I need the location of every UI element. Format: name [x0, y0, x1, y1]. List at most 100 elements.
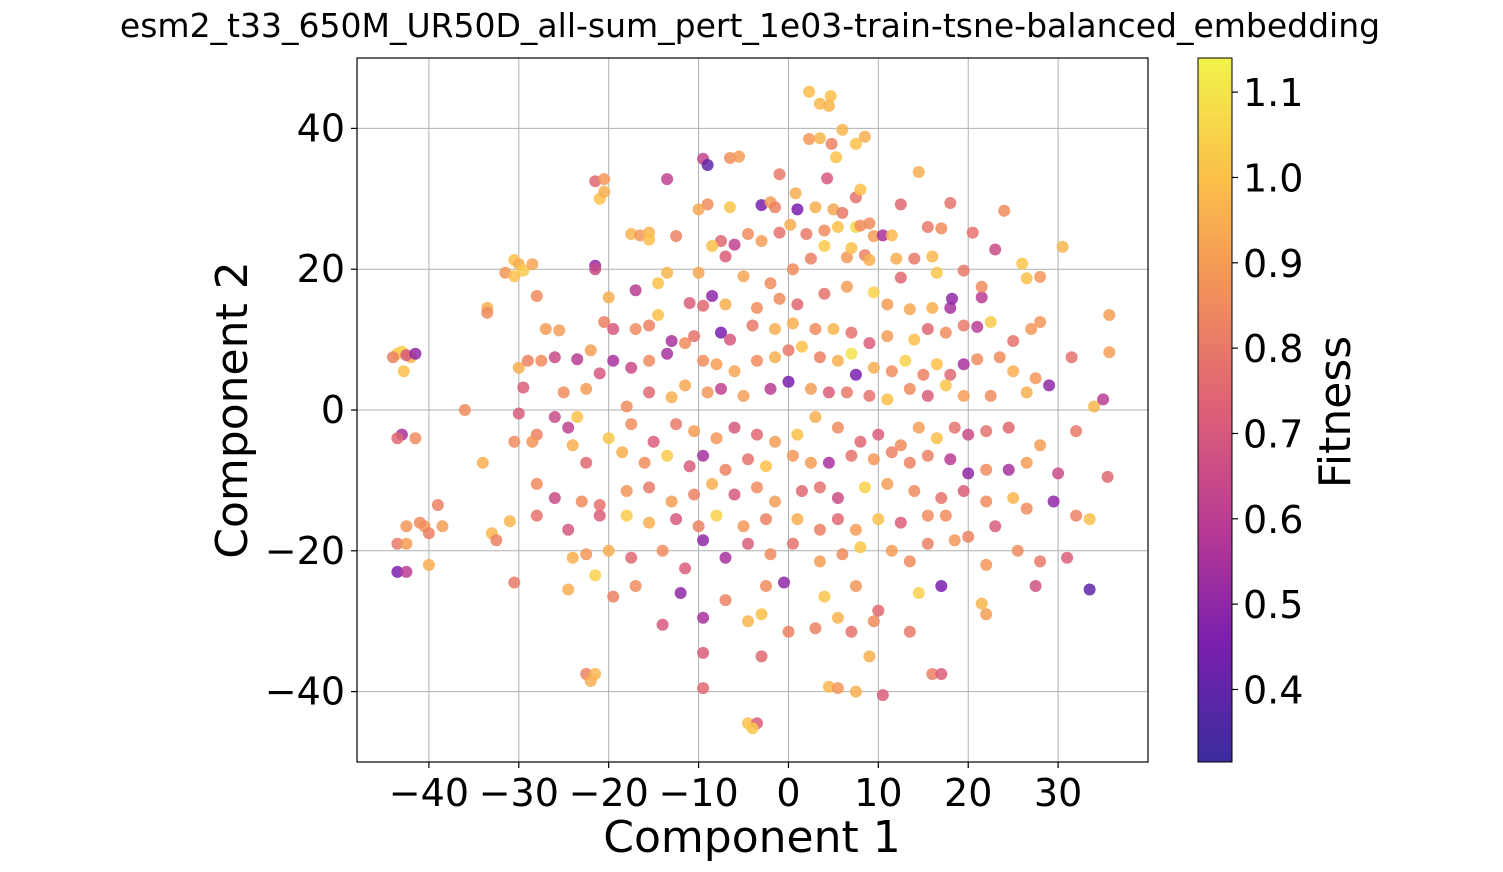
scatter-point — [751, 301, 763, 314]
scatter-point — [755, 235, 768, 247]
scatter-point — [824, 90, 837, 102]
scatter-point — [584, 675, 597, 687]
scatter-point — [620, 485, 633, 497]
scatter-point — [894, 198, 907, 211]
scatter-point — [957, 358, 970, 371]
scatter-point — [1070, 425, 1083, 438]
scatter-point — [1088, 400, 1101, 413]
scatter-point — [688, 425, 701, 438]
scatter-point — [971, 353, 984, 366]
scatter-point — [1020, 456, 1033, 469]
scatter-point — [791, 428, 804, 441]
scatter-point — [1052, 467, 1065, 480]
colorbar-tick-label: 0.7 — [1243, 412, 1303, 456]
scatter-point — [458, 404, 471, 416]
scatter-point — [863, 650, 876, 663]
scatter-point — [786, 317, 799, 330]
scatter-point — [1034, 316, 1047, 328]
scatter-point — [939, 509, 952, 522]
scatter-point — [1034, 439, 1047, 452]
scatter-point — [917, 368, 930, 381]
scatter-point — [737, 520, 750, 533]
scatter-point — [809, 411, 822, 423]
scatter-point — [1002, 463, 1015, 476]
scatter-point — [881, 298, 894, 311]
scatter-point — [822, 386, 835, 399]
scatter-point — [789, 187, 802, 200]
scatter-point — [656, 618, 669, 631]
scatter-point — [912, 587, 925, 599]
scatter-point — [742, 228, 754, 240]
scatter-point — [400, 537, 413, 550]
scatter-point — [786, 537, 799, 550]
scatter-point — [526, 258, 539, 271]
scatter-point — [607, 590, 620, 603]
scatter-point — [881, 393, 894, 406]
scatter-point — [719, 463, 732, 476]
scatter-point — [804, 456, 817, 469]
scatter-point — [643, 233, 656, 246]
scatter-point — [1002, 421, 1015, 434]
scatter-point — [854, 183, 867, 196]
scatter-point — [854, 435, 867, 448]
scatter-point — [580, 382, 593, 395]
scatter-point — [1007, 365, 1020, 378]
scatter-point — [701, 198, 714, 211]
scatter-point — [589, 175, 602, 188]
scatter-point — [813, 481, 826, 494]
scatter-point — [769, 495, 781, 508]
scatter-point — [755, 650, 768, 663]
scatter-point — [620, 509, 633, 522]
scatter-point — [957, 389, 970, 402]
colorbar-tick-label: 0.8 — [1243, 327, 1303, 371]
scatter-point — [719, 594, 732, 607]
scatter-point — [584, 344, 597, 357]
scatter-point — [822, 456, 835, 469]
scatter-point — [939, 379, 952, 392]
scatter-point — [1016, 257, 1029, 270]
scatter-point — [975, 291, 988, 304]
scatter-point — [885, 446, 898, 459]
scatter-point — [719, 551, 732, 564]
scatter-point — [872, 513, 885, 526]
scatter-point — [980, 608, 993, 621]
scatter-point — [930, 266, 943, 279]
scatter-point — [831, 682, 844, 695]
scatter-point — [899, 354, 912, 367]
scatter-point — [946, 292, 958, 305]
scatter-point — [778, 576, 790, 589]
scatter-point — [980, 425, 993, 438]
scatter-point — [803, 133, 816, 145]
scatter-point — [517, 264, 530, 277]
scatter-point — [881, 330, 894, 343]
scatter-point — [548, 411, 561, 423]
scatter-point — [1065, 351, 1078, 364]
scatter-point — [912, 166, 925, 178]
scatter-point — [800, 228, 813, 240]
scatter-point — [620, 400, 633, 413]
scatter-point — [804, 252, 817, 265]
y-tick-label: −40 — [265, 670, 345, 714]
scatter-point — [400, 349, 413, 362]
scatter-point — [670, 418, 683, 431]
scatter-point — [908, 252, 921, 265]
scatter-point — [409, 347, 422, 360]
scatter-point — [1020, 386, 1033, 399]
scatter-point — [652, 309, 665, 321]
scatter-point — [849, 580, 862, 592]
scatter-point — [589, 263, 602, 276]
scatter-point — [935, 580, 948, 592]
x-axis-ticks: −40 −30 −20 −10 0 10 20 30 — [389, 762, 1082, 815]
scatter-point — [571, 353, 584, 366]
scatter-point — [715, 382, 727, 395]
scatter-point — [692, 520, 705, 533]
scatter-point — [643, 516, 656, 529]
scatter-point — [710, 358, 723, 371]
scatter-point — [894, 271, 907, 284]
scatter-point — [1083, 583, 1096, 596]
scatter-point — [791, 203, 804, 216]
scatter-point — [782, 625, 795, 638]
scatter-point — [548, 492, 561, 504]
scatter-point — [786, 449, 799, 462]
